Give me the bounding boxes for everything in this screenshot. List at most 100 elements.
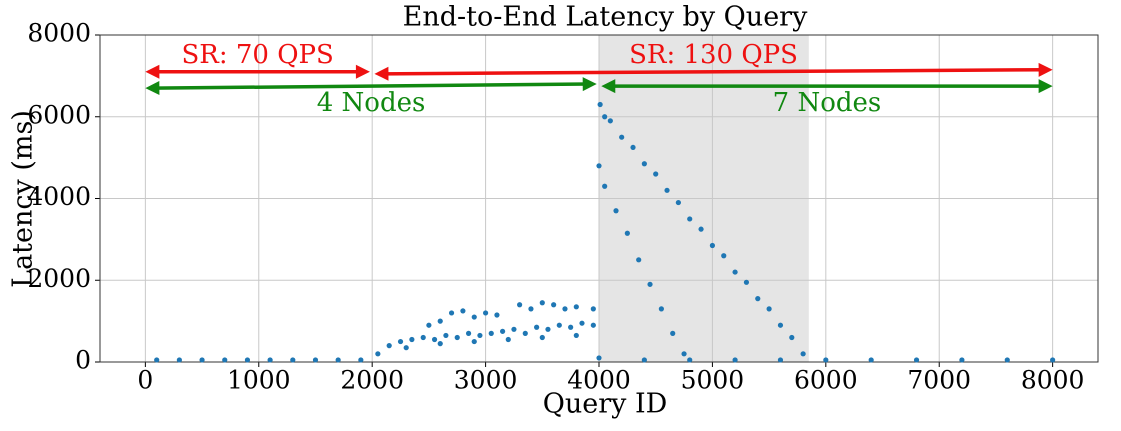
y-axis-label: Latency (ms) — [8, 110, 39, 288]
plot-frame — [99, 34, 1099, 363]
point — [312, 357, 319, 363]
point — [511, 326, 517, 332]
x-tick-label: 1000 — [227, 366, 291, 395]
point — [154, 357, 160, 363]
point — [176, 357, 182, 363]
point — [687, 357, 693, 363]
point — [437, 318, 443, 324]
point — [596, 163, 602, 169]
point — [426, 322, 432, 328]
annotation-label: SR: 130 QPS — [629, 40, 798, 70]
point — [551, 302, 557, 308]
point — [290, 357, 296, 363]
point — [777, 357, 784, 363]
point — [471, 314, 477, 320]
point — [517, 302, 523, 308]
point — [613, 208, 619, 214]
y-tick-label: 2000 — [27, 264, 91, 293]
point — [437, 341, 443, 347]
point — [681, 351, 687, 357]
y-tick-label: 0 — [75, 346, 91, 375]
point — [335, 357, 341, 363]
annotation-label: SR: 70 QPS — [181, 40, 333, 70]
point — [528, 306, 534, 312]
point — [1004, 357, 1010, 363]
point — [267, 357, 273, 363]
point — [721, 253, 727, 259]
x-tick-label: 8000 — [1021, 366, 1085, 395]
point — [539, 300, 545, 306]
point — [579, 320, 585, 326]
point — [732, 269, 738, 275]
point — [913, 357, 920, 363]
arrow-head — [601, 79, 616, 94]
point — [602, 183, 608, 189]
point — [573, 304, 579, 310]
x-tick-label: 7000 — [907, 366, 971, 395]
point — [766, 306, 772, 312]
point — [743, 279, 750, 285]
point — [454, 334, 460, 341]
arrow-head — [145, 64, 160, 79]
annotation-label: 4 Nodes — [317, 88, 426, 118]
point — [471, 338, 477, 345]
point — [698, 226, 704, 232]
point — [777, 322, 784, 328]
point — [448, 310, 455, 316]
y-tick-label: 8000 — [27, 19, 91, 48]
point — [641, 357, 647, 363]
point — [431, 336, 438, 343]
arrow-head — [374, 66, 389, 81]
point — [868, 357, 874, 363]
arrow-head — [145, 81, 160, 96]
arrow-head — [1038, 79, 1053, 94]
point — [573, 332, 579, 339]
point — [358, 357, 364, 363]
x-tick-label: 2000 — [340, 366, 404, 395]
point — [789, 334, 795, 341]
point — [664, 187, 670, 193]
point — [556, 322, 562, 328]
point — [630, 144, 636, 151]
point — [545, 326, 551, 332]
point — [534, 324, 540, 330]
arrow-head — [582, 77, 597, 92]
point — [494, 312, 500, 318]
point — [597, 101, 603, 108]
y-tick-label: 6000 — [27, 100, 91, 129]
point — [375, 351, 381, 357]
x-axis-label: Query ID — [543, 389, 668, 420]
point — [619, 134, 625, 140]
point — [658, 306, 664, 312]
point — [636, 257, 642, 263]
point — [386, 343, 392, 349]
point — [1050, 357, 1056, 363]
x-tick-label: 3000 — [454, 366, 518, 395]
arrow-head — [1038, 62, 1053, 77]
point — [823, 357, 829, 363]
point — [602, 114, 608, 120]
point — [244, 357, 251, 363]
point — [709, 242, 716, 249]
point — [403, 345, 409, 351]
point — [465, 330, 472, 336]
point — [590, 322, 596, 328]
point — [420, 334, 426, 341]
point — [647, 281, 653, 287]
point — [482, 310, 489, 316]
x-tick-label: 4000 — [567, 366, 631, 395]
point — [653, 171, 659, 177]
point — [397, 338, 404, 345]
point — [505, 336, 511, 343]
point — [596, 355, 602, 361]
arrow-head — [355, 64, 370, 79]
chart-title: End-to-End Latency by Query — [403, 2, 808, 33]
point — [500, 328, 506, 334]
point — [732, 357, 738, 363]
point — [670, 330, 676, 336]
point — [199, 357, 205, 363]
point — [675, 199, 681, 206]
point — [568, 324, 574, 330]
point — [443, 332, 449, 339]
